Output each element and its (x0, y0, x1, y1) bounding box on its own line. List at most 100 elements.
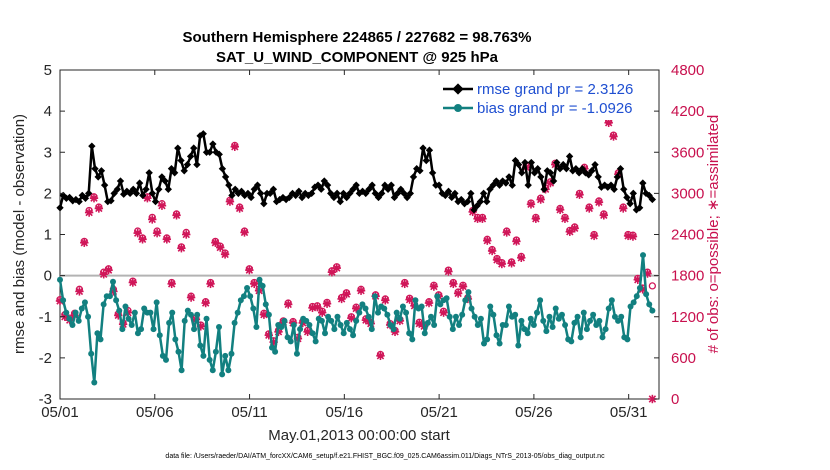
bias-point (636, 284, 643, 291)
obs-assimilated-marker (152, 228, 162, 238)
rmse-point (256, 189, 265, 198)
rmse-point (406, 189, 415, 198)
y-axis-label: rmse and bias (model - observation) (11, 114, 28, 354)
obs-assimilated-marker (206, 279, 215, 289)
x-tick-label: 05/26 (515, 404, 553, 421)
bias-point (524, 330, 531, 337)
bias-point (184, 307, 191, 314)
bias-point (216, 324, 223, 331)
bias-point (359, 301, 366, 308)
obs-assimilated-marker (186, 293, 196, 302)
bias-point (60, 297, 67, 304)
rmse-point (94, 173, 102, 181)
bias-point (166, 319, 173, 326)
rmse-point (170, 169, 179, 177)
bias-point (116, 307, 123, 314)
bias-point (244, 284, 251, 291)
bias-point (284, 334, 291, 341)
bias-point (474, 321, 481, 328)
legend-bias-marker (454, 104, 462, 112)
legend-box (438, 80, 652, 120)
chart-title: Southern Hemisphere 224865 / 227682 = 98… (183, 29, 532, 46)
bias-point (278, 324, 285, 331)
rmse-point (177, 156, 185, 165)
bias-point (191, 326, 198, 333)
obs-assimilated-marker (162, 235, 172, 244)
bias-point (206, 356, 213, 363)
bias-point (493, 332, 500, 339)
bias-point (131, 309, 138, 316)
rmse-point (457, 195, 465, 204)
rmse-point (215, 150, 223, 159)
obs-assimilated-marker (342, 289, 351, 299)
obs-assimilated-marker (225, 197, 235, 206)
rmse-point (416, 167, 424, 175)
bias-point (57, 276, 63, 283)
bias-point (434, 293, 441, 300)
rmse-point (88, 142, 96, 150)
obs-assimilated-marker (619, 204, 628, 213)
bias-point (502, 321, 509, 328)
bias-point (624, 336, 631, 343)
bias-point (269, 344, 276, 351)
rmse-point (142, 185, 150, 193)
rmse-point (610, 185, 618, 193)
rmse-point (476, 197, 485, 206)
bias-point (590, 311, 597, 318)
bias-point (253, 324, 260, 331)
bias-point (222, 352, 229, 359)
bias-point (512, 311, 519, 318)
bias-point (128, 321, 135, 328)
bias-point (325, 313, 332, 320)
bias-point (381, 305, 388, 312)
bias-point (630, 299, 637, 306)
bias-point (125, 315, 132, 322)
bias-point (465, 289, 472, 296)
rmse-point (514, 160, 523, 169)
bias-point (471, 313, 478, 320)
bias-point (262, 301, 269, 308)
bias-point (549, 324, 556, 331)
bias-point (568, 338, 575, 345)
bias-point (81, 299, 88, 306)
bias-point (481, 340, 488, 347)
bias-point (574, 313, 581, 320)
obs-assimilated-marker (80, 238, 89, 247)
obs-assimilated-marker (138, 235, 147, 244)
bias-point (187, 311, 194, 318)
obs-assimilated-marker (585, 204, 594, 213)
obs-assimilated-marker (560, 214, 570, 223)
bias-point (552, 305, 559, 312)
y-tick-label: 2 (44, 185, 52, 202)
bias-point (272, 348, 279, 355)
bias-point (446, 313, 453, 320)
bias-point (340, 330, 347, 337)
rmse-point (451, 189, 459, 198)
y-right-tick-label: 0 (671, 391, 679, 408)
bias-point (303, 317, 310, 324)
y-tick-label: -3 (39, 391, 52, 408)
bias-point (577, 334, 584, 341)
bias-point (281, 317, 288, 324)
bias-point (437, 301, 444, 308)
bias-point (580, 309, 587, 316)
bias-point (153, 299, 160, 306)
bias-point (608, 297, 615, 304)
chart-subtitle: SAT_U_WIND_COMPONENT @ 925 hPa (216, 49, 499, 66)
rmse-point (333, 189, 341, 198)
obs-assimilated-marker (483, 236, 492, 245)
bias-point (534, 309, 541, 316)
rmse-point (132, 189, 141, 198)
legend: rmse grand pr = 2.3126 bias grand pr = -… (438, 80, 652, 120)
bias-point (618, 313, 625, 320)
obs-assimilated-marker (429, 282, 439, 291)
bias-point (200, 352, 207, 359)
bias-point (318, 317, 325, 324)
bias-point (119, 326, 126, 333)
bias-point (387, 321, 394, 328)
bias-point (122, 303, 129, 310)
bias-point (331, 326, 338, 333)
bias-point (449, 326, 456, 333)
x-tick-label: 05/16 (326, 404, 364, 421)
